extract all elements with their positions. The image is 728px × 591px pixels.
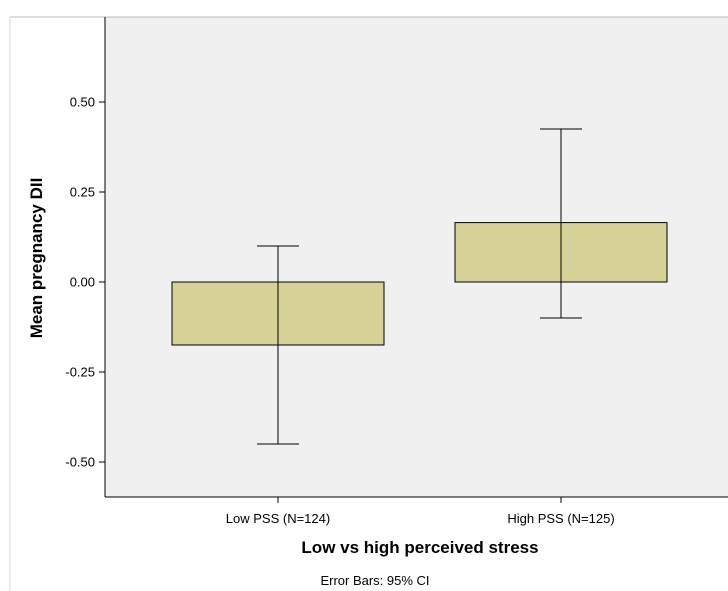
y-tick-label: -0.25 xyxy=(65,365,95,380)
y-tick-label: 0.50 xyxy=(70,95,95,110)
y-ticks-layer: 0.50 0.25 0.00 -0.25 -0.50 xyxy=(65,95,105,470)
x-tick-label: Low PSS (N=124) xyxy=(226,511,330,526)
x-axis-title: Low vs high perceived stress xyxy=(301,538,538,557)
error-bars-footnote: Error Bars: 95% CI xyxy=(320,573,429,588)
x-tick-label: High PSS (N=125) xyxy=(507,511,614,526)
x-ticks-layer: Low PSS (N=124) High PSS (N=125) xyxy=(226,497,615,526)
y-tick-label: -0.50 xyxy=(65,455,95,470)
y-tick-label: 0.25 xyxy=(70,185,95,200)
error-bars-layer xyxy=(257,128,582,445)
y-axis-title: Mean pregnancy DII xyxy=(27,178,46,339)
y-tick-label: 0.00 xyxy=(70,275,95,290)
